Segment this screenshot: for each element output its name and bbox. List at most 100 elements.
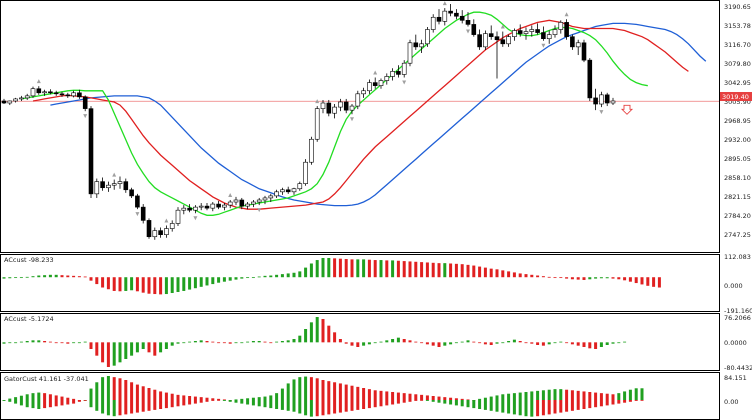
- gator-up-bar: [147, 388, 151, 400]
- gator-up-bar: [570, 390, 574, 400]
- gator-down-bar: [269, 400, 273, 409]
- candle-down: [187, 207, 192, 211]
- gator-down-bar: [333, 400, 337, 414]
- gator-down-bar: [518, 400, 522, 416]
- candle-down: [123, 181, 129, 191]
- ac-panel-1[interactable]: [0, 254, 720, 312]
- gator-down-bar: [362, 400, 366, 409]
- ac2-bar: [570, 342, 574, 345]
- gator-down-bar: [402, 400, 406, 403]
- gator-up-bar: [437, 396, 441, 400]
- ac2-bar: [472, 341, 476, 343]
- gator-up-bar: [95, 382, 99, 400]
- gator-down-bar: [31, 400, 35, 409]
- candle-up: [390, 71, 395, 77]
- ac-panel-2[interactable]: [0, 313, 720, 371]
- fractal-arrow-icon: [564, 12, 569, 17]
- gator-down-bar: [414, 400, 418, 401]
- gator-down-bar: [495, 400, 499, 412]
- ac1-bar: [170, 277, 174, 294]
- candle-up: [320, 102, 326, 109]
- ac1-bar: [443, 263, 447, 278]
- candle-up: [152, 230, 158, 238]
- gator-down-bar: [2, 400, 6, 401]
- price-tick: 2821.15: [724, 193, 751, 201]
- ac1-bar: [101, 277, 105, 288]
- candle-down: [454, 12, 459, 17]
- gator-up-bar: [25, 394, 29, 400]
- gator-down-bar: [8, 400, 12, 402]
- candle-up: [506, 36, 511, 45]
- ac1-bar: [414, 261, 418, 278]
- candle-up: [575, 42, 581, 48]
- price-layer: [1, 1, 719, 240]
- ac1-bar: [489, 268, 493, 278]
- gator-down-bar: [512, 400, 516, 415]
- ac2-bar: [536, 342, 540, 345]
- ac2-bar: [327, 325, 331, 343]
- gator-up-bar: [559, 389, 563, 400]
- gator-down-bar: [251, 400, 255, 406]
- ac2-bar: [118, 342, 122, 363]
- ac1-bar: [530, 274, 534, 278]
- gator-down-bar: [286, 400, 290, 411]
- ac1-bar: [611, 277, 615, 279]
- ac1-bar: [408, 261, 412, 278]
- ac2-bar: [356, 342, 360, 347]
- ac2-bar: [547, 342, 551, 345]
- candle-down: [604, 94, 610, 104]
- ac1-bar: [2, 277, 6, 279]
- ac2-bar: [19, 341, 23, 343]
- gator-up-bar: [31, 393, 35, 400]
- ac2-bar: [228, 342, 232, 344]
- gator-up-bar: [466, 399, 470, 401]
- gator-down-bar: [118, 400, 122, 416]
- ac2-axis-top: 76.2066: [724, 314, 751, 322]
- ac1-bar: [518, 273, 522, 278]
- candle-down: [587, 59, 593, 99]
- gator-up-bar: [135, 384, 139, 400]
- gator-down-bar: [234, 400, 238, 403]
- gator-down-bar: [466, 400, 470, 408]
- gator-down-bar: [130, 400, 134, 414]
- ac1-bar: [19, 277, 23, 279]
- gator-down-bar: [634, 400, 638, 401]
- candle-down: [88, 108, 94, 195]
- ac1-bar: [356, 259, 360, 278]
- candle-up: [367, 82, 372, 92]
- gator-up-bar: [489, 396, 493, 400]
- gator-down-bar: [77, 400, 81, 402]
- gator-up-bar: [8, 398, 12, 400]
- ac1-bar: [559, 277, 563, 279]
- fractal-arrow-icon: [135, 212, 140, 217]
- gator-down-bar: [338, 400, 342, 413]
- ac2-bar: [54, 342, 58, 344]
- ac2-bar: [269, 342, 273, 344]
- ac2-bar: [617, 342, 621, 344]
- ac1-bar: [605, 277, 609, 279]
- ac2-bar: [182, 342, 186, 344]
- gator-up-bar: [588, 392, 592, 400]
- gator-down-bar: [391, 400, 395, 405]
- ac1-bar: [350, 259, 354, 278]
- ac2-bar: [124, 342, 128, 359]
- ac1-bar: [141, 277, 145, 293]
- ac2-bar: [501, 342, 505, 344]
- ac1-bar: [402, 261, 406, 278]
- ac1-bar: [60, 275, 64, 278]
- gator-up-bar: [275, 393, 279, 400]
- ac2-bar: [176, 342, 180, 344]
- gator-up-bar: [66, 397, 70, 400]
- ac1-axis-mid: 0.000: [724, 282, 743, 290]
- ac2-bar: [83, 341, 87, 343]
- ac2-bar: [193, 341, 197, 343]
- gator-down-bar: [524, 400, 528, 417]
- candle-down: [459, 15, 465, 21]
- gator-up-bar: [101, 377, 105, 400]
- ac1-bar: [222, 277, 226, 282]
- main-price-panel[interactable]: [0, 0, 720, 253]
- gator-down-bar: [408, 400, 412, 402]
- candle-down: [535, 29, 540, 33]
- candle-down: [488, 33, 494, 37]
